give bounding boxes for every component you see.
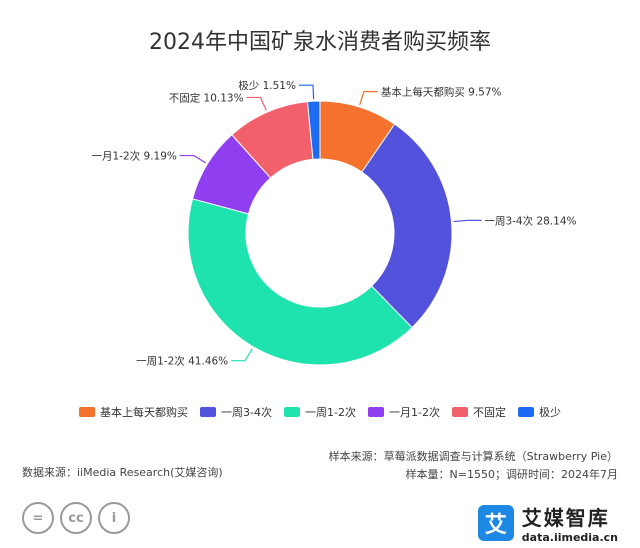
brand-logo-icon: 艾 bbox=[477, 505, 514, 541]
legend-label: 一周1-2次 bbox=[305, 406, 356, 419]
data-label-4: 不固定 10.13% bbox=[169, 91, 244, 104]
chart-title: 2024年中国矿泉水消费者购买频率 bbox=[149, 30, 491, 55]
leader-line-1 bbox=[453, 219, 482, 223]
leader-line-4 bbox=[246, 96, 267, 111]
legend-label: 不固定 bbox=[472, 406, 506, 419]
leader-line-0 bbox=[359, 91, 378, 106]
sample-info: 样本量：N=1550；调研时间：2024年7月 bbox=[405, 468, 618, 481]
slice-2 bbox=[187, 198, 413, 366]
cc-icon: cc bbox=[60, 502, 92, 534]
legend-swatch bbox=[367, 407, 384, 417]
data-label-5: 极少 1.51% bbox=[238, 79, 296, 92]
legend-item-4[interactable]: 不固定 bbox=[451, 404, 506, 420]
legend-item-1[interactable]: 一周3-4次 bbox=[200, 404, 272, 420]
leader-line-5 bbox=[298, 84, 315, 100]
by-icon: i bbox=[98, 502, 130, 534]
slice-5 bbox=[306, 100, 321, 160]
data-label-3: 一月1-2次 9.19% bbox=[92, 150, 177, 163]
legend-item-3[interactable]: 一月1-2次 bbox=[367, 404, 440, 420]
slice-1 bbox=[361, 123, 453, 329]
legend-label: 一周3-4次 bbox=[221, 406, 273, 419]
brand-url: data.iimedia.cn bbox=[521, 531, 618, 544]
legend-label: 一月1-2次 bbox=[388, 406, 440, 419]
nd-icon: = bbox=[22, 502, 54, 534]
legend-swatch bbox=[79, 407, 96, 417]
data-label-2: 一周1-2次 41.46% bbox=[136, 355, 228, 368]
legend-swatch bbox=[284, 407, 301, 417]
leader-line-3 bbox=[179, 154, 207, 164]
sample-source: 样本来源：草莓派数据调查与计算系统（Strawberry Pie） bbox=[328, 450, 618, 463]
donut-chart: 基本上每天都购买 9.57% 一周3-4次 28.14% 一周1-2次 41.46%… bbox=[92, 79, 577, 368]
chart-legend: 基本上每天都购买 一周3-4次 一周1-2次 一月1-2次 不固定 极少 bbox=[0, 404, 640, 420]
legend-item-0[interactable]: 基本上每天都购买 bbox=[79, 404, 188, 420]
legend-item-2[interactable]: 一周1-2次 bbox=[284, 404, 356, 420]
legend-label: 基本上每天都购买 bbox=[100, 406, 189, 419]
data-label-1: 一周3-4次 28.14% bbox=[484, 214, 576, 227]
brand-block: 艾 艾媒智库 data.iimedia.cn bbox=[477, 502, 618, 544]
legend-label: 极少 bbox=[538, 406, 561, 419]
brand-name: 艾媒智库 bbox=[521, 506, 610, 530]
legend-swatch bbox=[451, 407, 468, 417]
data-source: 数据来源：iiMedia Research(艾媒咨询) bbox=[22, 466, 223, 479]
license-icons: = cc i bbox=[22, 502, 130, 534]
data-label-0: 基本上每天都购买 9.57% bbox=[381, 86, 502, 99]
legend-item-5[interactable]: 极少 bbox=[517, 404, 561, 420]
legend-swatch bbox=[200, 407, 217, 417]
leader-line-2 bbox=[231, 348, 253, 362]
legend-swatch bbox=[517, 407, 534, 417]
